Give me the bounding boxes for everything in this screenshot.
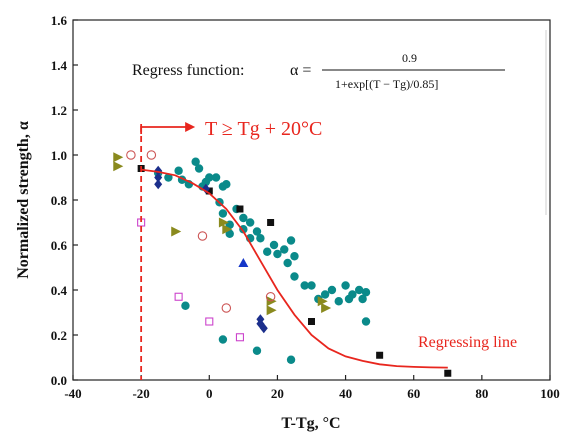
data-point-square-filled [444,369,452,377]
data-point-circle-open [146,150,157,160]
data-point-circle-filled [286,355,296,364]
data-point-circle-filled [252,227,262,236]
data-point-circle-filled [222,180,231,189]
axis-ticks: -40 -20 0 20 40 60 80 100 0.0 0.2 0.4 0.6 0.8 1.0 1.2 1… [51,13,560,401]
y-tick-label: 0.8 [51,193,68,208]
data-point-square-filled [308,318,315,325]
formula-prefix: Regress function: [132,62,244,79]
data-point-circle-filled [252,346,262,355]
y-axis-label: Normalized strength, α [15,121,32,279]
threshold-arrow [141,122,196,132]
x-tick-label: 80 [475,386,488,401]
data-point-circle-filled [327,285,337,295]
data-point-circle-filled [191,157,200,166]
data-point-circle-filled [320,290,330,299]
data-point-diamond-filled [259,323,268,334]
data-point-circle-filled [205,173,214,182]
data-point-circle-filled [361,317,371,326]
data-point-circle-filled [256,234,265,243]
data-point-circle-open [221,303,232,313]
y-tick-label: 1.4 [51,58,68,73]
x-tick-label: 40 [339,386,352,401]
regression-formula: Regress function: α = 0.9 1+exp[(T − Tg)… [132,51,505,91]
data-point-circle-open [197,231,208,241]
data-point-circle-filled [334,297,343,306]
x-tick-label: 20 [271,386,284,401]
formula-denominator: 1+exp[(T − Tg)/0.85] [335,77,438,91]
data-point-circle-filled [283,258,292,268]
x-tick-label: 100 [540,386,560,401]
data-point-circle-filled [211,173,221,182]
data-point-triangle-right-filled [321,303,332,313]
data-point-square-filled [376,351,384,359]
x-tick-label: 0 [206,386,213,401]
data-point-diamond-filled [154,179,163,190]
x-tick-label: 60 [407,386,420,401]
data-point-circle-filled [290,252,299,261]
data-point-circle-filled [348,290,357,299]
data-point-circle-open [265,291,276,302]
formula-numerator: 0.9 [402,51,417,65]
data-point-circle-filled [218,209,228,218]
y-tick-label: 1.6 [51,13,68,28]
y-tick-label: 0.4 [51,283,68,298]
data-point-circle-filled [245,218,255,227]
data-point-triangle-right-filled [266,305,277,316]
data-point-square-open [205,317,214,326]
data-point-circle-filled [194,164,204,173]
data-point-circle-filled [218,335,228,344]
data-point-circle-open [126,150,136,160]
data-point-circle-filled [263,247,272,256]
data-point-square-filled [236,205,244,213]
data-point-circle-filled [341,281,350,290]
x-axis-label: T-Tg, °C [281,415,340,432]
x-tick-label: -40 [64,386,81,401]
data-point-square-open [235,333,244,342]
data-point-circle-filled [174,166,183,175]
y-tick-label: 1.0 [51,148,67,163]
data-point-circle-filled [300,281,309,290]
data-point-circle-filled [286,236,296,245]
data-point-circle-filled [181,301,190,310]
data-point-diamond-filled [201,183,210,194]
data-point-circle-filled [361,288,371,297]
data-point-diamond-filled [154,172,163,183]
data-point-circle-filled [358,294,367,304]
data-point-circle-filled [273,249,282,259]
data-point-triangle-right-filled [113,152,124,163]
y-tick-label: 1.2 [51,103,67,118]
data-point-circle-filled [280,245,289,254]
regression-label: Regressing line [418,334,517,351]
formula-lhs: α = [290,62,311,79]
y-tick-label: 0.0 [51,373,67,388]
data-point-triangle-up-filled [238,258,249,267]
y-tick-label: 0.6 [51,238,68,253]
data-point-circle-filled [239,225,248,234]
x-tick-label: -20 [132,386,149,401]
data-point-triangle-right-filled [171,226,182,237]
data-point-circle-filled [290,272,299,281]
data-point-circle-filled [225,229,234,238]
data-markers [113,150,452,377]
data-point-square-open [174,292,183,301]
data-point-circle-filled [355,285,364,295]
data-point-circle-filled [269,240,279,250]
data-point-diamond-filled [154,165,163,176]
y-tick-label: 0.2 [51,328,67,343]
data-point-triangle-right-filled [222,224,233,235]
data-point-triangle-right-filled [317,296,328,307]
data-point-circle-filled [307,281,316,290]
regression-curve [140,168,448,369]
data-point-circle-filled [164,173,173,182]
threshold-label: T ≥ Tg + 20°C [205,118,322,140]
data-point-triangle-right-filled [218,217,229,228]
data-point-square-filled [205,187,213,195]
data-point-triangle-right-filled [113,161,124,172]
data-point-square-filled [267,219,275,226]
data-point-circle-filled [239,213,248,223]
